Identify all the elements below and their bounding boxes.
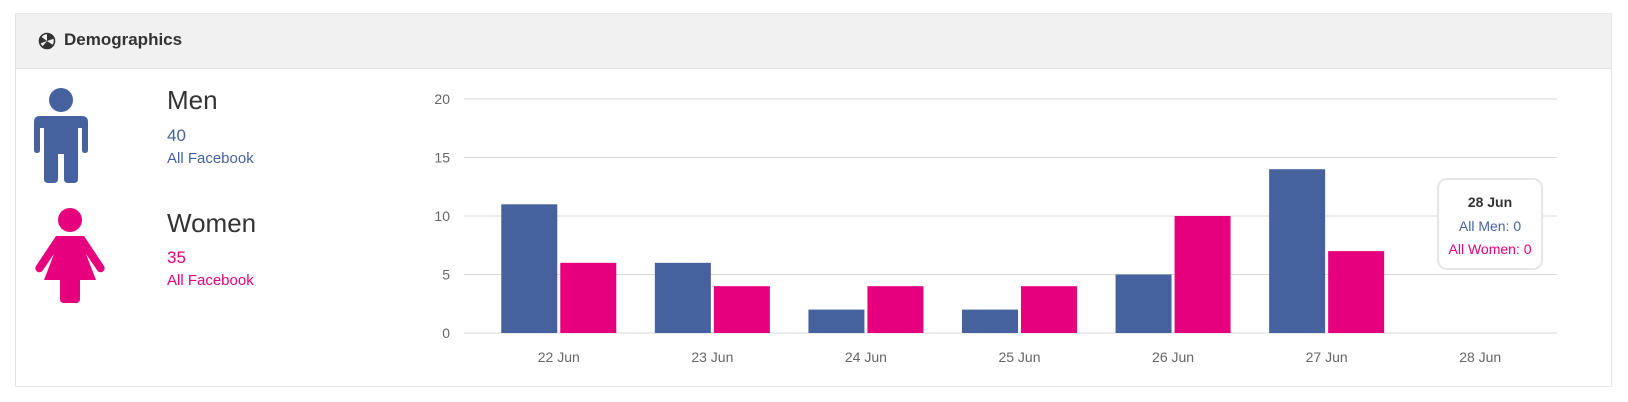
panel-header: Demographics: [16, 14, 1611, 69]
x-tick-label: 23 Jun: [691, 349, 733, 365]
chart-tooltip: 28 Jun All Men: 0 All Women: 0: [1437, 178, 1543, 270]
men-source: All Facebook: [167, 150, 254, 167]
demographics-bar-chart: 0 5 10 15 20 22 Jun 23 Jun 24 Jun 25 Jun 26 Jun 27…: [434, 91, 1557, 365]
bar-women: [867, 286, 924, 333]
y-tick-label: 5: [442, 267, 450, 283]
x-tick-label: 28 Jun: [1459, 349, 1501, 365]
x-tick-label: 24 Jun: [845, 349, 887, 365]
x-tick-label: 25 Jun: [998, 349, 1040, 365]
men-label: Men: [167, 85, 218, 115]
x-tick-label: 27 Jun: [1306, 349, 1348, 365]
bar-women: [1328, 251, 1385, 333]
male-person-icon: [34, 88, 88, 183]
panel-title: Demographics: [64, 30, 183, 49]
bar-men: [654, 262, 711, 333]
pie-chart-icon: [38, 32, 56, 50]
x-tick-label: 22 Jun: [538, 349, 580, 365]
y-tick-label: 10: [434, 208, 450, 224]
women-count: 35: [167, 248, 186, 267]
bar-men: [501, 204, 558, 333]
women-label: Women: [167, 208, 257, 238]
bar-women: [560, 262, 617, 333]
women-source: All Facebook: [167, 272, 254, 289]
bar-women: [1021, 286, 1077, 333]
bar-men: [1115, 274, 1172, 333]
men-count: 40: [167, 126, 186, 145]
y-tick-label: 15: [434, 150, 450, 166]
bar-men: [1269, 169, 1326, 333]
bar-men: [808, 309, 865, 333]
tooltip-men-value: All Men: 0: [1458, 218, 1522, 234]
bar-men: [962, 309, 1018, 333]
tooltip-women-value: All Women: 0: [1448, 241, 1532, 257]
bar-women: [1174, 216, 1231, 333]
y-tick-label: 20: [434, 91, 450, 107]
y-tick-label: 0: [442, 325, 450, 341]
tooltip-title: 28 Jun: [1467, 194, 1513, 210]
x-tick-label: 26 Jun: [1152, 349, 1194, 365]
bar-women: [713, 286, 770, 333]
female-person-icon: [35, 208, 105, 303]
